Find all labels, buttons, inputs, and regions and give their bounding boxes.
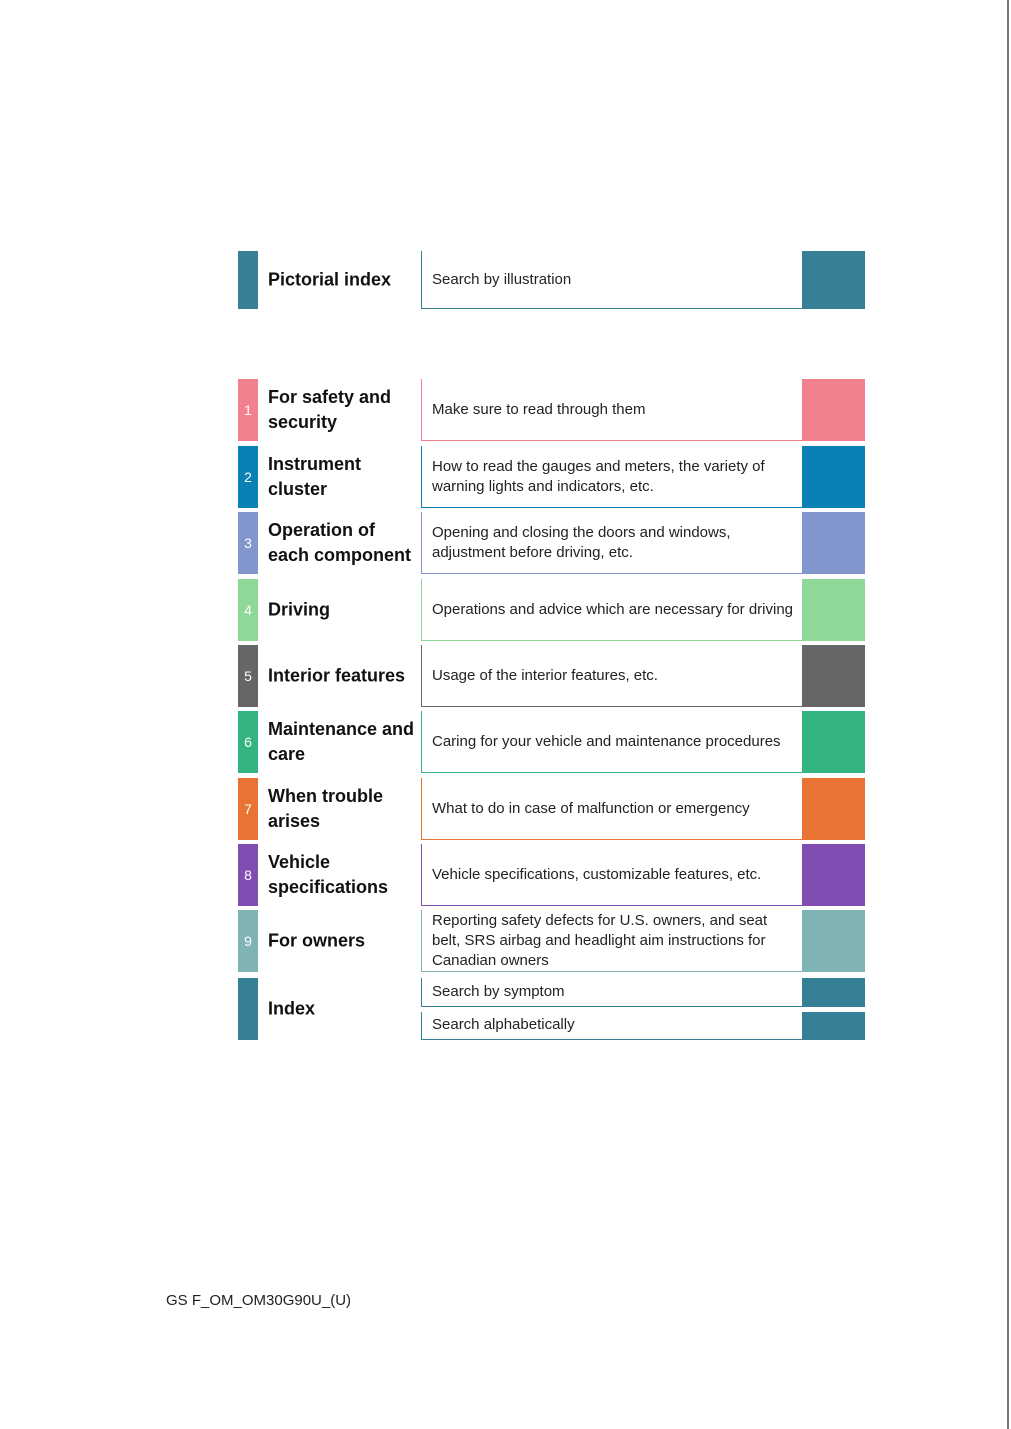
document-code: GS F_OM_OM30G90U_(U) xyxy=(166,1292,352,1309)
chapter-number: 4 xyxy=(244,602,252,618)
chapter-title: For safety and security xyxy=(268,387,392,432)
chapter-tab[interactable] xyxy=(802,251,865,309)
chapter-row-8[interactable]: 8 Vehicle specifications Vehicle specifica… xyxy=(238,844,865,906)
chapter-row-3[interactable]: 3 Operation of each component Opening and … xyxy=(238,512,865,574)
chapter-number: 5 xyxy=(244,668,252,684)
chapter-color-bar xyxy=(238,645,258,707)
chapter-color-bar xyxy=(238,251,258,309)
chapter-description: Search by symptom xyxy=(432,982,565,1000)
chapter-title: For owners xyxy=(268,930,366,951)
chapter-description: Operations and advice which are necessar… xyxy=(432,600,794,618)
chapter-color-bar xyxy=(238,844,258,906)
chapter-title: Driving xyxy=(268,599,331,620)
page-edge xyxy=(1007,0,1009,1429)
chapter-row-1[interactable]: 1 For safety and security Make sure to rea… xyxy=(238,379,865,441)
chapter-description: Opening and closing the doors and window… xyxy=(432,523,731,561)
chapter-description-box[interactable]: What to do in case of malfunction or eme… xyxy=(421,778,802,840)
chapter-tab[interactable] xyxy=(802,645,865,707)
chapter-number: 8 xyxy=(244,867,252,883)
chapter-number: 6 xyxy=(244,734,252,750)
chapter-tab[interactable] xyxy=(802,579,865,641)
chapter-tab[interactable] xyxy=(802,778,865,840)
chapter-description-box[interactable]: Search by illustration xyxy=(421,251,802,309)
chapter-description: Reporting safety defects for U.S. owners… xyxy=(432,911,768,969)
chapter-number: 3 xyxy=(244,535,252,551)
chapter-color-bar xyxy=(238,512,258,574)
chapter-number: 2 xyxy=(244,469,252,485)
chapter-description-box[interactable]: How to read the gauges and meters, the v… xyxy=(421,446,802,508)
chapter-color-bar xyxy=(238,379,258,441)
chapter-description-box[interactable]: Make sure to read through them xyxy=(421,379,802,441)
chapter-title: Interior features xyxy=(268,665,406,686)
chapter-number: 7 xyxy=(244,801,252,817)
chapter-tab[interactable] xyxy=(802,844,865,906)
pictorial-index-row[interactable]: Pictorial index Search by illustration xyxy=(238,251,865,309)
chapter-description: Usage of the interior features, etc. xyxy=(432,666,658,684)
chapter-tab[interactable] xyxy=(802,978,865,1007)
chapter-description: Search by illustration xyxy=(432,270,572,288)
chapter-title: Maintenance and care xyxy=(268,719,415,764)
chapter-row-9[interactable]: 9 For owners Reporting safety defects for … xyxy=(238,910,865,972)
chapter-color-bar xyxy=(238,910,258,972)
chapter-description: Make sure to read through them xyxy=(432,400,646,418)
chapter-description-box[interactable]: Vehicle specifications, customizable fea… xyxy=(421,844,802,906)
chapter-row-5[interactable]: 5 Interior features Usage of the interior … xyxy=(238,645,865,707)
chapter-title: When trouble arises xyxy=(268,786,383,831)
chapter-title: Instrument cluster xyxy=(268,454,362,499)
chapter-tab[interactable] xyxy=(802,379,865,441)
chapter-row-2[interactable]: 2 Instrument cluster How to read the gauge… xyxy=(238,446,865,508)
index-row[interactable]: Index Search by symptom Search alphabetica… xyxy=(238,978,865,1040)
chapter-title: Pictorial index xyxy=(268,269,392,290)
chapter-number: 1 xyxy=(244,402,252,418)
chapter-description-box[interactable]: Operations and advice which are necessar… xyxy=(421,579,802,641)
chapter-tab[interactable] xyxy=(802,512,865,574)
chapter-row-6[interactable]: 6 Maintenance and care Caring for your veh… xyxy=(238,711,865,773)
chapter-description-box[interactable]: Usage of the interior features, etc. xyxy=(421,645,802,707)
chapter-row-7[interactable]: 7 When trouble arises What to do in case o… xyxy=(238,778,865,840)
chapter-title: Vehicle specifications xyxy=(268,852,389,897)
chapter-title: Index xyxy=(268,998,316,1019)
chapter-description: What to do in case of malfunction or eme… xyxy=(432,799,750,817)
chapter-tab[interactable] xyxy=(802,446,865,508)
chapter-description-box[interactable]: Reporting safety defects for U.S. owners… xyxy=(421,910,802,972)
chapter-tab[interactable] xyxy=(802,910,865,972)
chapter-color-bar xyxy=(238,978,258,1040)
chapter-description-box[interactable]: Caring for your vehicle and maintenance … xyxy=(421,711,802,773)
chapter-color-bar xyxy=(238,579,258,641)
chapter-description-box[interactable]: Search by symptom xyxy=(421,978,802,1007)
chapter-tab[interactable] xyxy=(802,711,865,773)
chapter-title: Operation of each component xyxy=(268,520,412,565)
chapter-description-box[interactable]: Opening and closing the doors and window… xyxy=(421,512,802,574)
chapter-description: Caring for your vehicle and maintenance … xyxy=(432,732,781,750)
chapter-description: Vehicle specifications, customizable fea… xyxy=(432,865,762,883)
chapter-color-bar xyxy=(238,711,258,773)
chapter-color-bar xyxy=(238,778,258,840)
chapter-color-bar xyxy=(238,446,258,508)
chapter-description-box[interactable]: Search alphabetically xyxy=(421,1011,802,1040)
chapter-description: How to read the gauges and meters, the v… xyxy=(432,457,765,495)
chapter-number: 9 xyxy=(244,933,252,949)
chapter-description: Search alphabetically xyxy=(432,1016,575,1034)
chapter-tab[interactable] xyxy=(802,1011,865,1040)
chapter-row-4[interactable]: 4 Driving Operations and advice which are … xyxy=(238,579,865,641)
